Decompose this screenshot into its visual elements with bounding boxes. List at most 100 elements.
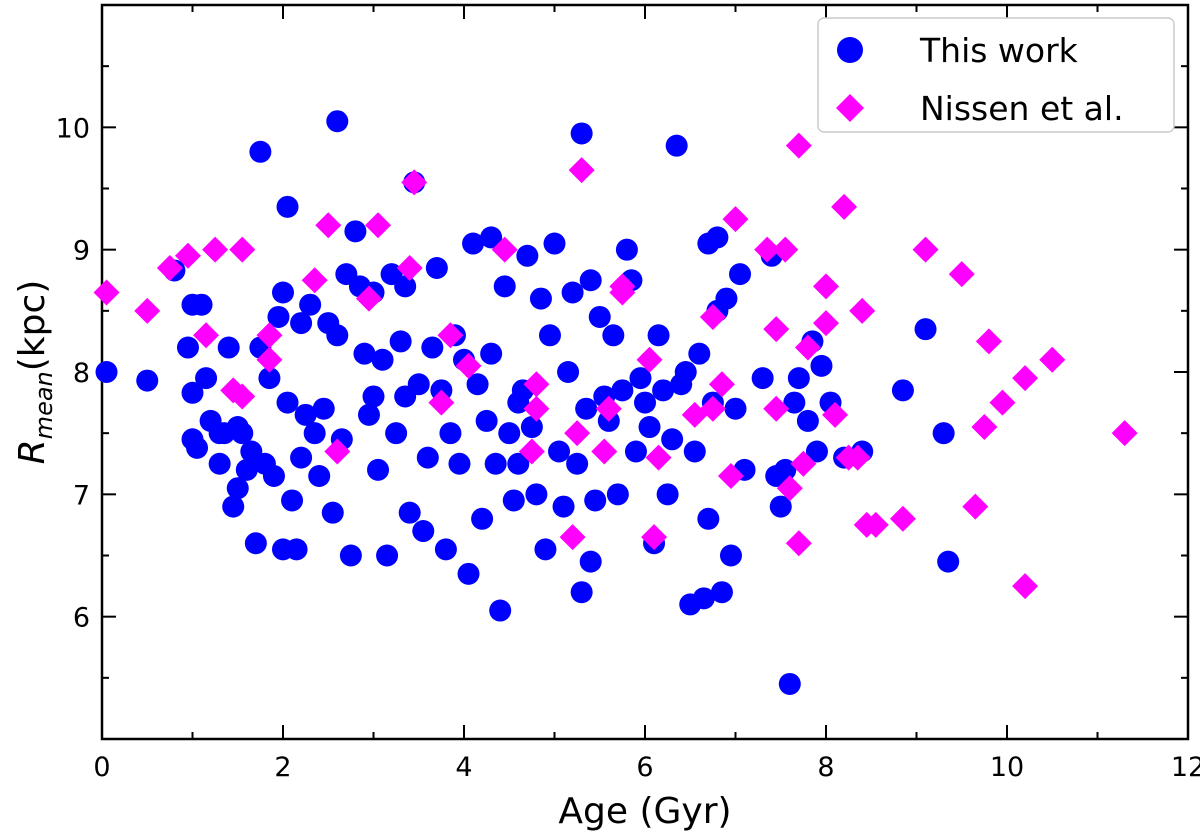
- y-axis-label-sub: mean: [30, 371, 58, 439]
- data-point-circle: [579, 269, 602, 292]
- data-point-diamond: [776, 475, 803, 502]
- data-point-diamond: [229, 383, 256, 410]
- y-tick-label: 9: [73, 236, 90, 267]
- data-point-circle: [262, 464, 285, 487]
- data-point-circle: [787, 367, 810, 390]
- data-point-circle: [353, 342, 376, 365]
- data-point-diamond: [523, 395, 550, 422]
- data-point-diamond: [523, 371, 550, 398]
- data-point-diamond: [699, 395, 726, 422]
- data-point-circle: [475, 409, 498, 432]
- data-point-circle: [914, 318, 937, 341]
- data-point-circle: [629, 367, 652, 390]
- data-point-circle: [181, 381, 204, 404]
- data-point-circle: [606, 483, 629, 506]
- data-point-diamond: [862, 511, 889, 538]
- data-point-circle: [294, 403, 317, 426]
- data-point-diamond: [564, 420, 591, 447]
- data-point-circle: [308, 464, 331, 487]
- data-point-circle: [729, 263, 752, 286]
- data-point-diamond: [813, 310, 839, 337]
- data-point-diamond: [518, 438, 545, 465]
- data-point-circle: [362, 385, 385, 408]
- data-point-diamond: [962, 493, 989, 520]
- data-point-circle: [412, 520, 435, 543]
- data-point-circle: [697, 232, 720, 255]
- data-point-circle: [222, 495, 245, 518]
- data-point-diamond: [641, 524, 668, 551]
- data-point-circle: [697, 507, 720, 530]
- data-point-circle: [516, 244, 539, 267]
- data-point-diamond: [754, 236, 781, 263]
- data-point-diamond: [948, 261, 975, 288]
- data-point-diamond: [813, 273, 839, 300]
- data-point-diamond: [912, 236, 939, 263]
- data-point-circle: [480, 226, 503, 249]
- data-point-diamond: [975, 328, 1002, 355]
- data-point-circle: [534, 538, 557, 561]
- x-tick-label: 2: [274, 752, 291, 783]
- data-point-circle: [538, 324, 561, 347]
- data-point-circle: [783, 391, 806, 414]
- y-tick-label: 10: [56, 113, 90, 144]
- x-tick-label: 6: [636, 752, 653, 783]
- data-point-circle: [416, 446, 439, 469]
- data-point-diamond: [989, 389, 1016, 416]
- data-point-circle: [507, 391, 530, 414]
- data-point-circle: [389, 330, 412, 353]
- data-point-circle: [665, 134, 688, 157]
- data-point-circle: [548, 440, 571, 463]
- data-point-diamond: [831, 193, 858, 220]
- data-point-circle: [502, 489, 525, 512]
- data-point-circle: [398, 501, 421, 524]
- data-point-diamond: [134, 297, 161, 324]
- data-point-circle: [674, 361, 697, 383]
- data-point-circle: [493, 275, 516, 298]
- data-point-circle: [244, 532, 267, 555]
- data-point-circle: [466, 373, 489, 396]
- data-point-circle: [543, 232, 566, 255]
- data-point-diamond: [591, 438, 618, 465]
- data-point-circle: [570, 122, 593, 145]
- data-point-diamond: [193, 322, 220, 349]
- data-point-circle: [769, 495, 792, 518]
- data-point-circle: [376, 544, 399, 567]
- data-point-circle: [937, 550, 960, 573]
- data-point-diamond: [1012, 573, 1039, 600]
- data-point-circle: [312, 397, 335, 420]
- data-point-circle: [208, 452, 231, 475]
- data-point-circle: [471, 507, 494, 530]
- data-point-circle: [579, 550, 602, 573]
- data-point-circle: [570, 581, 593, 604]
- data-point-diamond: [708, 371, 735, 398]
- data-point-circle: [272, 281, 294, 304]
- legend-marker-this-work: [837, 37, 863, 63]
- data-point-circle: [226, 416, 249, 439]
- y-axis-label-unit: (kpc): [12, 280, 53, 372]
- data-point-diamond: [256, 346, 283, 373]
- data-point-diamond: [1111, 420, 1138, 447]
- x-axis-label: Age (Gyr): [558, 791, 731, 832]
- legend-box: [817, 17, 1175, 133]
- data-point-circle: [498, 422, 521, 445]
- data-point-circle: [462, 232, 485, 255]
- data-point-circle: [566, 452, 589, 475]
- data-point-circle: [507, 452, 530, 475]
- data-point-circle: [176, 336, 199, 359]
- data-point-circle: [421, 336, 444, 359]
- legend-label-this-work: This work: [919, 31, 1079, 70]
- data-point-circle: [647, 324, 670, 347]
- data-point-diamond: [455, 352, 482, 379]
- data-point-circle: [285, 538, 308, 561]
- data-point-diamond: [699, 303, 726, 330]
- data-point-circle: [688, 342, 711, 365]
- data-point-diamond: [559, 524, 586, 551]
- data-point-circle: [774, 458, 797, 481]
- data-point-diamond: [763, 395, 790, 422]
- data-point-diamond: [785, 132, 812, 159]
- data-point-circle: [321, 501, 344, 524]
- data-point-circle: [439, 422, 462, 445]
- data-point-circle: [290, 312, 313, 335]
- data-point-circle: [367, 458, 390, 481]
- data-point-circle: [357, 403, 380, 426]
